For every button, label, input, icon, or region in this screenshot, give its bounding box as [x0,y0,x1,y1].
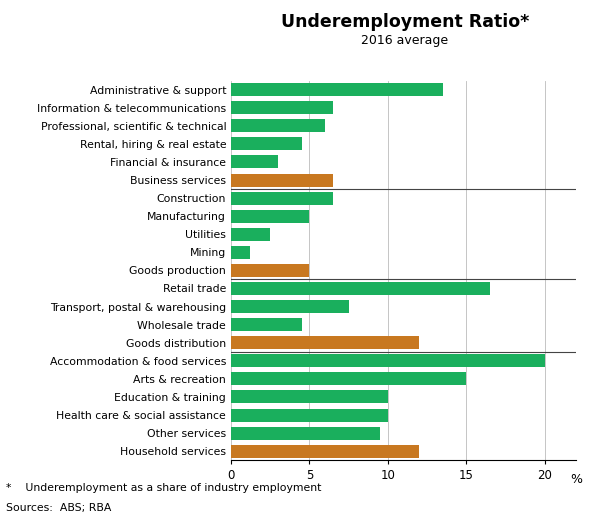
Bar [231,137,302,150]
Bar [231,119,325,132]
Bar [231,336,419,349]
Bar [231,210,310,223]
Text: Sources:  ABS; RBA: Sources: ABS; RBA [6,503,112,513]
Bar [231,354,545,367]
Text: *    Underemployment as a share of industry employment: * Underemployment as a share of industry… [6,483,322,492]
Bar [231,372,466,385]
Bar [231,409,388,422]
Bar [231,191,333,204]
Bar [231,246,250,259]
Bar [231,101,333,114]
Bar [231,426,380,439]
Text: 2016 average: 2016 average [361,34,449,47]
Bar [231,264,310,277]
Bar [231,391,388,404]
Bar [231,228,270,241]
Bar [231,174,333,187]
Bar [231,83,443,96]
Bar [231,318,302,331]
Text: Underemployment Ratio*: Underemployment Ratio* [281,13,529,31]
Bar [231,282,490,295]
Bar [231,300,349,313]
Bar [231,155,278,168]
Text: %: % [570,473,582,486]
Bar [231,445,419,458]
